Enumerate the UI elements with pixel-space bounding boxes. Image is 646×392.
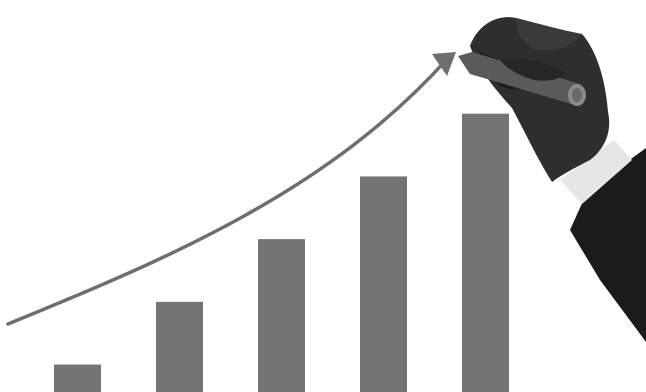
- bar-2: [156, 301, 203, 392]
- bar-1: [54, 364, 101, 392]
- trend-arrow-icon: [6, 52, 456, 326]
- bar-4: [360, 176, 407, 392]
- bar-group: [54, 113, 509, 392]
- hand-with-pen-icon: [458, 17, 646, 342]
- bar-5: [462, 113, 509, 392]
- bar-3: [258, 239, 305, 392]
